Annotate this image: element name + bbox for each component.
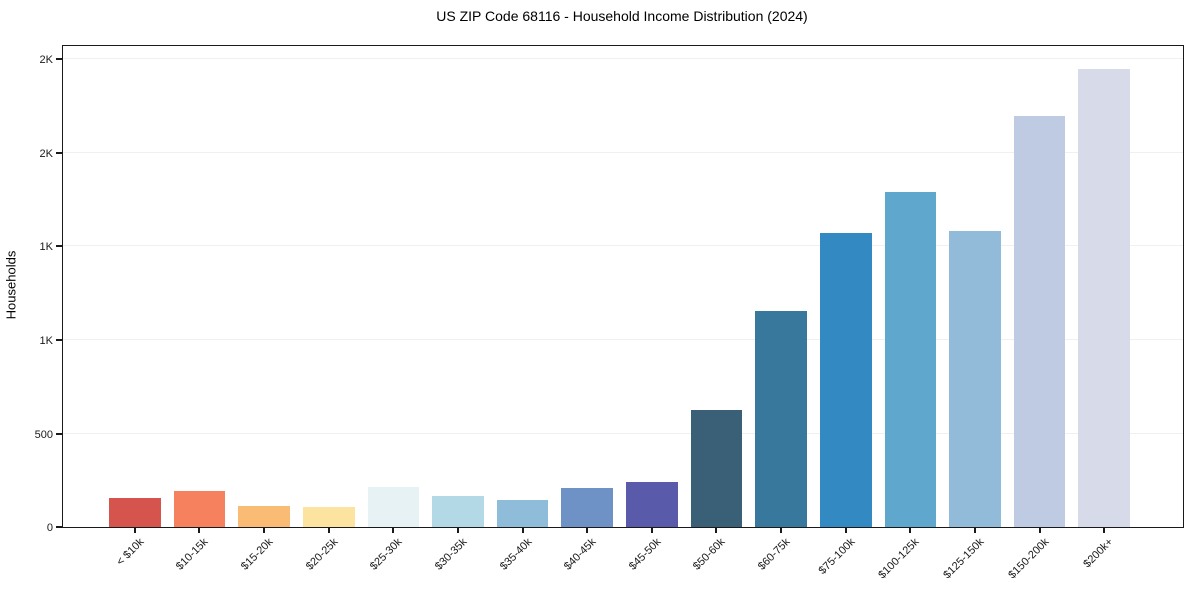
x-tick-mark-30-35k: [456, 527, 459, 533]
y-tick-label-500: 500: [34, 428, 53, 441]
bar-60-75k: [755, 311, 807, 527]
x-tick-mark-10-15k: [198, 527, 201, 533]
gridline-1000: [63, 339, 1183, 340]
x-tick-mark-60-75k: [780, 527, 783, 533]
x-tick-mark-50-60k: [715, 527, 718, 533]
y-tick-mark-1000: [56, 339, 63, 341]
x-tick-label-40-45k: $40-45k: [562, 536, 599, 573]
y-tick-label-1500: 1K: [39, 241, 53, 254]
bar-200k: [1078, 68, 1130, 527]
x-tick-mark-75-100k: [844, 527, 847, 533]
x-tick-label-200k: $200k+: [1081, 536, 1116, 571]
gridline-2000: [63, 151, 1183, 153]
y-tick-label-0: 0: [46, 522, 53, 534]
x-tick-mark-125-150k: [973, 527, 976, 533]
x-tick-label-60-75k: $60-75k: [755, 536, 793, 573]
y-tick-mark-1500: [56, 245, 63, 248]
bar-75-100k: [819, 233, 872, 527]
bar-20-25k: [302, 507, 355, 527]
x-tick-label-10k: < $10k: [114, 536, 147, 569]
x-tick-label-10-15k: $10-15k: [174, 536, 211, 573]
y-tick-label-1000: 1K: [39, 335, 53, 347]
y-tick-mark-0: [56, 526, 63, 528]
x-tick-mark-100-125k: [909, 527, 912, 533]
x-tick-label-50-60k: $50-60k: [691, 536, 728, 573]
y-tick-label-2500: 2K: [39, 54, 53, 67]
bar-15-20k: [238, 505, 290, 527]
x-tick-label-30-35k: $30-35k: [432, 536, 470, 573]
gridline-2500: [63, 58, 1183, 60]
x-tick-mark-200k: [1103, 527, 1106, 533]
x-tick-label-15-20k: $15-20k: [238, 536, 276, 573]
bar-10-15k: [173, 491, 226, 527]
x-tick-mark-40-45k: [586, 527, 589, 533]
bar-25-30k: [367, 486, 420, 527]
bar-150-200k: [1013, 115, 1066, 527]
bar-40-45k: [561, 487, 613, 527]
x-tick-mark-35-40k: [521, 527, 524, 533]
bar-125-150k: [949, 230, 1001, 527]
bar-50-60k: [690, 410, 743, 527]
gridline-500: [63, 432, 1183, 434]
y-tick-mark-500: [56, 432, 63, 435]
y-tick-label-2000: 2K: [39, 147, 53, 160]
x-tick-mark-150-200k: [1038, 527, 1041, 533]
gridline-1500: [63, 245, 1183, 247]
bar-30-35k: [432, 496, 484, 527]
x-tick-label-100-125k: $100-125k: [876, 536, 922, 582]
x-tick-mark-25-30k: [392, 527, 395, 533]
x-tick-label-35-40k: $35-40k: [497, 536, 535, 573]
y-axis-title-text: Households: [3, 250, 19, 320]
bar-10k: [109, 498, 161, 527]
bar-35-40k: [496, 499, 549, 527]
plot-area: 0 500 1K 1K 2K 2K < $10k $10-15k $15-20k $20-25k…: [35, 45, 1184, 581]
x-tick-mark-45-50k: [650, 527, 653, 533]
x-tick-mark-20-25k: [327, 527, 330, 533]
x-tick-label-125-150k: $125-150k: [941, 536, 987, 582]
x-tick-mark-10k: [133, 527, 136, 533]
bar-100-125k: [884, 192, 937, 527]
x-tick-label-150-200k: $150-200k: [1005, 536, 1052, 582]
x-tick-label-20-25k: $20-25k: [303, 536, 341, 573]
y-tick-mark-2500: [56, 58, 63, 61]
chart-title: US ZIP Code 68116 - Household Income Dis…: [436, 8, 808, 24]
x-tick-label-75-100k: $75-100k: [816, 536, 858, 577]
y-tick-mark-2000: [56, 151, 63, 154]
x-tick-label-25-30k: $25-30k: [368, 536, 405, 573]
x-tick-label-45-50k: $45-50k: [626, 536, 664, 573]
x-tick-mark-15-20k: [263, 527, 266, 533]
bar-45-50k: [626, 482, 678, 527]
